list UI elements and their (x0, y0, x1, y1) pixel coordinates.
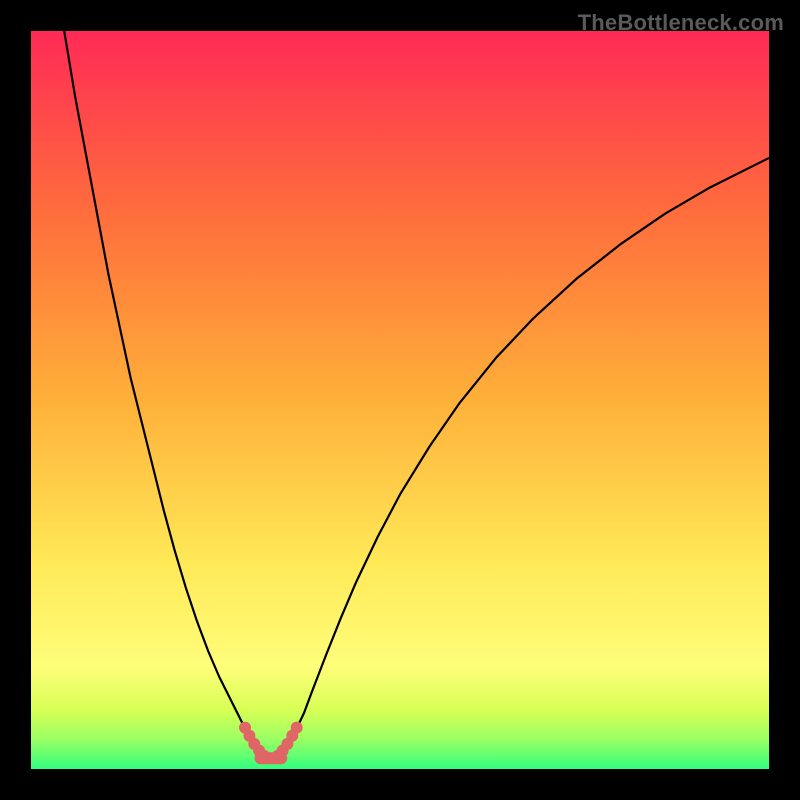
curve-right (297, 158, 769, 728)
curve-left (64, 31, 245, 728)
valley-dot (258, 750, 270, 762)
chart-frame: TheBottleneck.com (0, 0, 800, 800)
valley-dot (291, 722, 303, 734)
chart-curves (0, 0, 800, 800)
